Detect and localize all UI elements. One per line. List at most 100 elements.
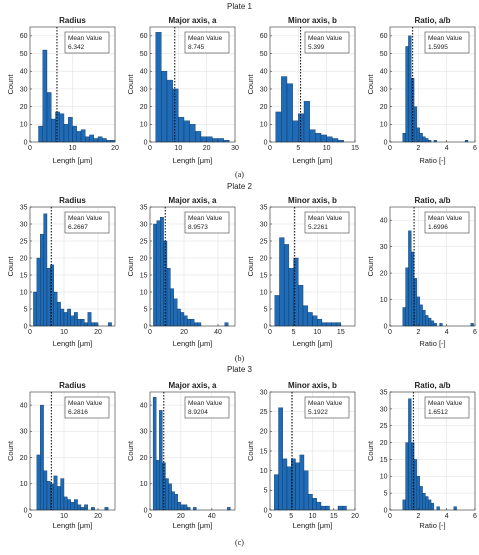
y-axis-label: Count: [6, 74, 15, 95]
histogram-bar: [174, 494, 178, 511]
x-tick-label: 2: [416, 513, 420, 520]
y-axis-label: Count: [6, 256, 15, 277]
histogram-bar: [77, 504, 82, 511]
panel-title: Minor axis, b: [288, 381, 337, 390]
histogram-bar: [40, 234, 44, 327]
histogram-bar: [316, 501, 322, 511]
plate-title: Plate 1: [227, 2, 252, 11]
histogram-bar: [72, 125, 77, 143]
x-tick-label: 10: [69, 145, 77, 152]
x-axis-label: Ratio [-]: [419, 521, 445, 530]
histogram-panel: 0 10 20 0 10 20 30 40 Radius Length [μm] Count Mean…: [6, 381, 116, 530]
x-tick-label: 0: [28, 513, 32, 520]
histogram-bar: [298, 285, 304, 327]
histogram-bar: [160, 217, 164, 327]
histogram-bar: [172, 88, 179, 143]
histogram-bar: [189, 124, 196, 143]
histogram-bar: [183, 315, 188, 327]
y-tick-label: 50: [260, 51, 268, 58]
y-tick-label: 30: [140, 429, 148, 436]
x-tick-label: 5: [292, 329, 296, 336]
x-tick-label: 0: [388, 145, 392, 152]
x-tick-label: 5: [289, 513, 293, 520]
y-tick-label: 30: [260, 389, 268, 396]
mean-value-number: 1.5995: [428, 44, 448, 51]
mean-value-label: Mean Value: [428, 215, 463, 222]
y-tick-label: 20: [140, 455, 148, 462]
y-tick-label: 0: [144, 323, 148, 330]
axes-box: [389, 391, 476, 511]
y-tick-label: 25: [380, 423, 388, 430]
histogram-bar: [153, 223, 157, 327]
x-tick-label: 0: [268, 513, 272, 520]
x-tick-label: 20: [94, 513, 102, 520]
histogram-bar: [453, 506, 457, 511]
histogram-bar: [51, 118, 56, 143]
y-tick-label: 10: [140, 481, 148, 488]
x-axis-label: Length [μm]: [293, 339, 333, 348]
histogram-bar: [428, 499, 432, 511]
histogram-bar: [155, 32, 162, 143]
histogram-bar: [224, 322, 229, 327]
histogram-bar: [80, 507, 85, 511]
histogram-bar: [288, 268, 294, 327]
histogram-bar: [159, 410, 163, 511]
histogram-bar: [402, 499, 406, 511]
y-tick-label: 5: [264, 488, 268, 495]
y-tick-label: 20: [260, 104, 268, 111]
y-tick-label: 10: [380, 474, 388, 481]
histogram-bar: [70, 501, 75, 511]
y-tick-label: 25: [20, 238, 28, 245]
histogram-bar: [76, 131, 82, 143]
x-tick-label: 20: [180, 329, 188, 336]
histogram-bar: [91, 322, 95, 327]
mean-value-label: Mean Value: [68, 35, 103, 42]
y-tick-label: 35: [20, 204, 28, 211]
histogram-bar: [286, 466, 292, 511]
x-tick-label: 0: [388, 329, 392, 336]
histogram-bar: [274, 295, 280, 327]
histogram-bar: [43, 213, 48, 327]
y-tick-label: 40: [380, 69, 388, 76]
y-tick-label: 30: [380, 244, 388, 251]
x-tick-label: 6: [473, 145, 477, 152]
y-tick-label: 20: [380, 104, 388, 111]
histogram-bar: [170, 288, 174, 327]
panel-title: Major axis, a: [168, 196, 217, 205]
x-axis-label: Ratio [-]: [419, 156, 445, 165]
histogram-bar: [93, 138, 99, 143]
histogram-bar: [57, 486, 61, 511]
x-axis-label: Ratio [-]: [419, 339, 445, 348]
y-tick-label: 5: [24, 306, 28, 313]
y-tick-label: 0: [264, 507, 268, 514]
histogram-bar: [187, 319, 191, 327]
y-tick-label: 5: [144, 306, 148, 313]
histogram-bar: [59, 113, 65, 143]
histogram-bar: [408, 230, 412, 327]
axes-box: [149, 26, 236, 143]
histogram-bar: [428, 317, 432, 327]
histogram-bar: [308, 494, 313, 511]
x-axis-label: Length [μm]: [173, 521, 213, 530]
histogram-bar: [430, 320, 435, 327]
histogram-bar: [408, 398, 412, 511]
y-tick-label: 20: [260, 255, 268, 262]
histogram-panel: 0 10 20 30 0 10 20 30 40 50 60 Major axis, a Length …: [126, 16, 239, 165]
histogram-bar: [425, 315, 429, 327]
y-tick-label: 20: [20, 255, 28, 262]
y-tick-label: 0: [384, 139, 388, 146]
histogram-bar: [307, 312, 313, 327]
x-axis-label: Length [μm]: [293, 521, 333, 530]
histogram-bar: [46, 480, 51, 511]
y-tick-label: 20: [260, 429, 268, 436]
histogram-bar: [102, 138, 107, 143]
histogram-bar: [166, 79, 173, 143]
y-tick-label: 40: [380, 218, 388, 225]
histogram-bar: [194, 322, 198, 327]
y-tick-label: 20: [20, 104, 28, 111]
y-tick-label: 30: [20, 429, 28, 436]
y-tick-label: 10: [20, 481, 28, 488]
y-tick-label: 10: [260, 468, 268, 475]
mean-value-label: Mean Value: [308, 400, 343, 407]
y-tick-label: 15: [140, 272, 148, 279]
